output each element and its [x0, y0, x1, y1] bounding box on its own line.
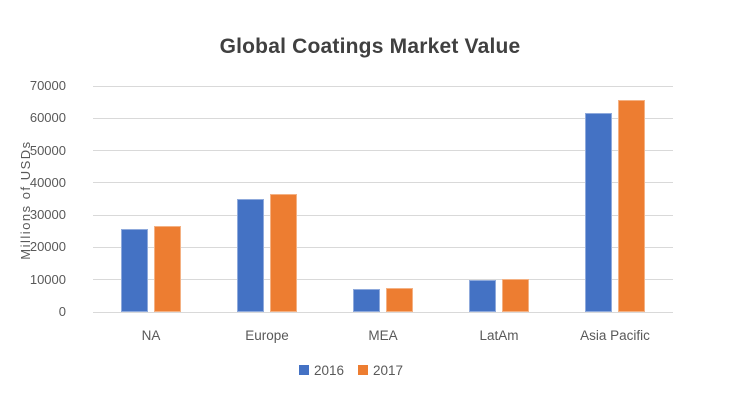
y-tick-label: 10000	[29, 271, 66, 287]
y-tick-label: 50000	[29, 142, 66, 158]
y-tick-label: 60000	[29, 110, 66, 126]
chart-title: Global Coatings Market Value	[219, 35, 521, 58]
bar-2017-europe	[270, 193, 297, 312]
gridline	[93, 311, 673, 313]
y-tick-label: 20000	[29, 239, 66, 255]
bar-2017-latam	[502, 279, 529, 312]
y-tick-label: 0	[58, 304, 66, 319]
gridline	[93, 182, 673, 184]
bar-2017-mea	[386, 288, 413, 312]
bar-2016-latam	[469, 280, 496, 312]
legend-item-2017: 2017	[358, 363, 403, 378]
bar-2017-asia-pacific	[618, 99, 645, 312]
legend-swatch-icon	[298, 365, 309, 375]
legend-label: 2016	[313, 362, 344, 378]
y-tick-label: 30000	[29, 207, 66, 223]
bar-2016-mea	[353, 289, 380, 312]
legend-swatch-icon	[358, 365, 368, 375]
x-axis-label: NA	[141, 328, 161, 343]
gridline	[93, 279, 673, 281]
x-axis-label: LatAm	[479, 328, 519, 343]
legend-label: 2017	[373, 362, 404, 378]
bar-2016-asia-pacific	[585, 112, 612, 312]
bar-2017-na	[154, 225, 181, 312]
gridline	[93, 85, 673, 87]
gridline	[93, 117, 673, 119]
gridline	[93, 246, 673, 248]
gridline	[93, 214, 673, 216]
x-axis-label: Europe	[245, 328, 289, 343]
legend: 2016 2017	[0, 362, 721, 378]
y-tick-label: 70000	[29, 78, 66, 93]
x-axis-label: MEA	[368, 328, 398, 343]
plot-area	[93, 85, 673, 313]
legend-item-2016: 2016	[298, 362, 344, 378]
bar-2016-europe	[237, 199, 264, 312]
x-axis-label: Asia Pacific	[580, 328, 650, 343]
gridline	[93, 150, 673, 152]
bar-2016-na	[121, 228, 148, 312]
y-tick-label: 40000	[29, 174, 66, 190]
